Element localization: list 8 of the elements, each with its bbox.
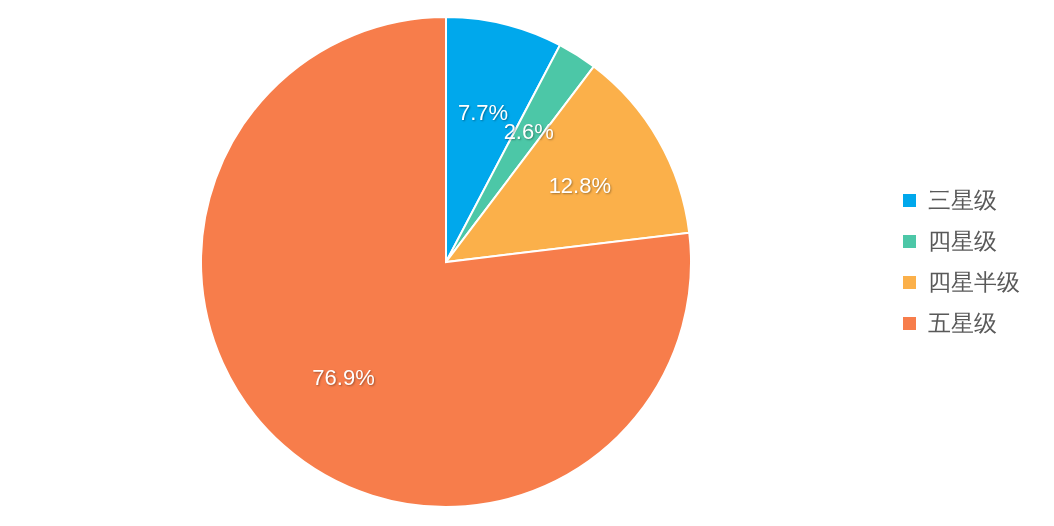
legend-label: 三星级 (928, 186, 997, 214)
data-label: 76.9% (312, 364, 375, 390)
legend-label: 四星半级 (928, 268, 1020, 296)
legend-label: 五星级 (928, 309, 997, 337)
data-label: 7.7% (457, 99, 509, 125)
data-label: 12.8% (548, 172, 612, 198)
legend-label: 四星级 (928, 227, 997, 255)
pie-slice (200, 16, 692, 508)
